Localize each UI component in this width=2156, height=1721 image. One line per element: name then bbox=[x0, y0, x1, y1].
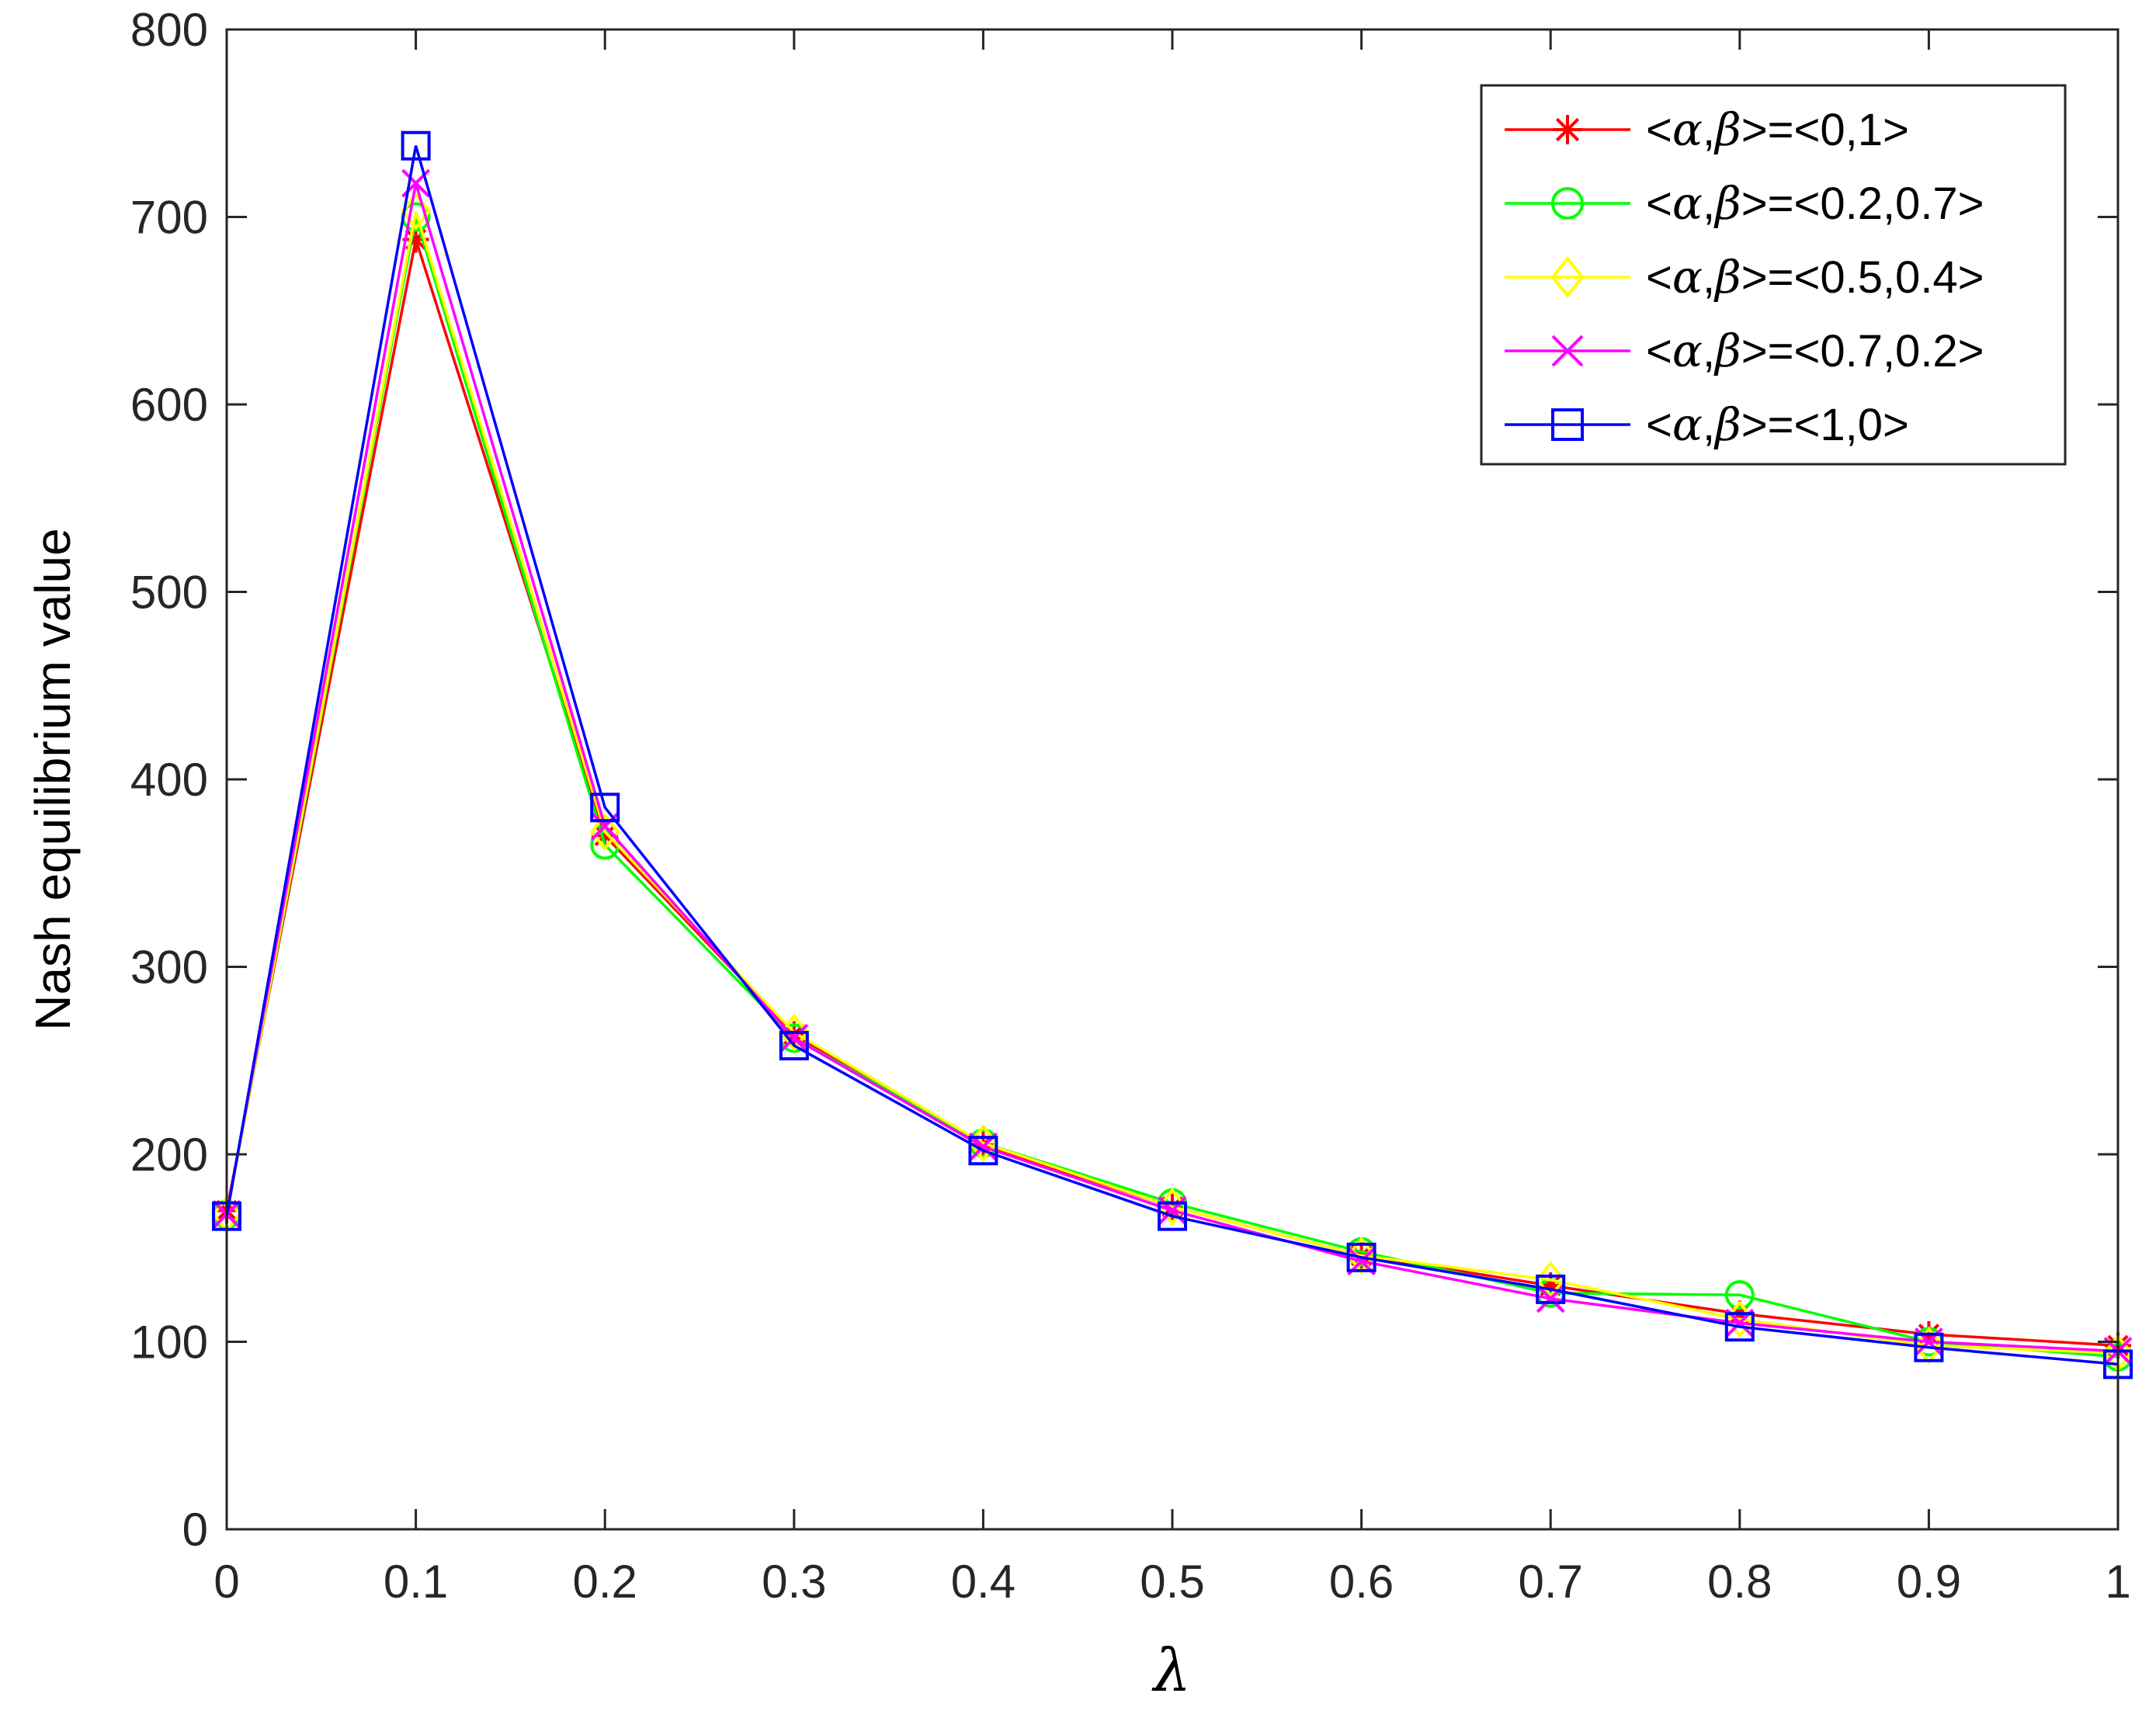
data-point-square bbox=[401, 130, 431, 161]
legend-label: <α,β>=<0.5,0.4> bbox=[1646, 251, 1984, 304]
y-tick-label: 300 bbox=[130, 942, 208, 994]
legend-label: <α,β>=<0,1> bbox=[1646, 103, 1909, 156]
data-point-square bbox=[590, 793, 620, 823]
legend-label: <α,β>=<1,0> bbox=[1646, 398, 1909, 451]
data-point-x bbox=[779, 1023, 809, 1053]
data-point-asterisk bbox=[592, 822, 619, 849]
x-tick-label: 0.5 bbox=[1140, 1556, 1204, 1608]
data-point-square bbox=[1914, 1332, 1944, 1362]
legend-label-part: >=<0.2,0.7> bbox=[1741, 179, 1984, 229]
y-axis-title: Nash equilibrium value bbox=[25, 528, 81, 1030]
series-layer bbox=[211, 130, 2133, 1379]
legend-label-part: β bbox=[1713, 324, 1741, 377]
legend-label-part: α bbox=[1672, 103, 1703, 156]
data-point-square bbox=[1551, 408, 1584, 441]
legend: <α,β>=<0,1><α,β>=<0.2,0.7><α,β>=<0.5,0.4… bbox=[1480, 84, 2067, 466]
legend-label-part: , bbox=[1703, 105, 1715, 155]
data-point-square bbox=[1158, 1201, 1187, 1231]
legend-label-part: < bbox=[1646, 326, 1672, 376]
legend-label-part: β bbox=[1713, 103, 1741, 156]
data-point-diamond bbox=[1535, 1261, 1566, 1299]
legend-label-part: α bbox=[1672, 251, 1703, 304]
legend-entry: <α,β>=<0,1> bbox=[1505, 103, 1909, 156]
data-point-asterisk bbox=[1553, 115, 1582, 144]
x-tick-label: 1 bbox=[2105, 1556, 2130, 1608]
legend-entry: <α,β>=<0.5,0.4> bbox=[1505, 251, 1984, 304]
data-point-diamond bbox=[589, 813, 620, 852]
legend-label-part: >=<0.5,0.4> bbox=[1741, 252, 1984, 303]
y-tick-label: 800 bbox=[130, 4, 208, 56]
x-tick-label: 0.7 bbox=[1518, 1556, 1582, 1608]
data-point-diamond bbox=[401, 192, 432, 231]
data-point-square bbox=[1346, 1242, 1377, 1272]
y-tick-label: 700 bbox=[130, 192, 208, 244]
legend-label-part: , bbox=[1703, 400, 1715, 450]
legend-label-part: >=<0.7,0.2> bbox=[1741, 326, 1984, 376]
legend-label-part: < bbox=[1646, 252, 1672, 303]
x-tick-label: 0.9 bbox=[1897, 1556, 1961, 1608]
legend-label-part: , bbox=[1703, 326, 1715, 376]
data-point-square bbox=[968, 1136, 998, 1166]
data-point-square bbox=[1724, 1312, 1755, 1342]
y-tick-label: 600 bbox=[130, 379, 208, 431]
data-point-circle bbox=[1724, 1280, 1755, 1310]
legend-label-part: α bbox=[1672, 398, 1703, 451]
x-tick-label: 0.3 bbox=[762, 1556, 826, 1608]
legend-entry: <α,β>=<1,0> bbox=[1505, 398, 1909, 451]
y-tick-label: 500 bbox=[130, 567, 208, 619]
legend-label-part: α bbox=[1672, 177, 1703, 230]
x-axis-title: λ bbox=[1151, 1636, 1191, 1705]
legend-label: <α,β>=<0.7,0.2> bbox=[1646, 324, 1984, 377]
x-tick-label: 0.8 bbox=[1707, 1556, 1772, 1608]
y-tick-label: 200 bbox=[130, 1129, 208, 1181]
legend-label-part: α bbox=[1672, 324, 1703, 377]
y-tick-label: 400 bbox=[130, 754, 208, 806]
data-point-x bbox=[1551, 335, 1584, 367]
y-tick-label: 100 bbox=[130, 1317, 208, 1369]
legend-entry: <α,β>=<0.7,0.2> bbox=[1505, 324, 1984, 377]
data-point-asterisk bbox=[402, 226, 429, 253]
legend-entry: <α,β>=<0.2,0.7> bbox=[1505, 177, 1984, 230]
legend-label-part: , bbox=[1703, 179, 1715, 229]
legend-label-part: , bbox=[1703, 252, 1715, 303]
series-5 bbox=[212, 130, 2133, 1379]
x-tick-label: 0.4 bbox=[951, 1556, 1016, 1608]
ticks-layer: 0 0.1 0.2 0.3 0.4 0.5 0.6 0.7 0.8 0.9 1 0 100 200 300 4… bbox=[130, 4, 2131, 1608]
legend-label-part: β bbox=[1713, 251, 1741, 304]
legend-label-part: >=<0,1> bbox=[1741, 105, 1909, 155]
data-point-circle bbox=[1551, 187, 1584, 220]
legend-label-part: < bbox=[1646, 400, 1672, 450]
data-point-square bbox=[1536, 1274, 1566, 1304]
legend-label-part: < bbox=[1646, 105, 1672, 155]
data-point-diamond bbox=[1550, 256, 1585, 298]
legend-label-part: β bbox=[1713, 177, 1741, 230]
y-tick-label: 0 bbox=[182, 1504, 208, 1556]
series-line bbox=[225, 145, 2119, 1366]
legend-label: <α,β>=<0.2,0.7> bbox=[1646, 177, 1984, 230]
data-point-asterisk bbox=[780, 1021, 807, 1048]
legend-label-part: β bbox=[1713, 398, 1741, 451]
data-point-square bbox=[779, 1030, 809, 1060]
data-point-asterisk bbox=[1537, 1272, 1564, 1299]
x-tick-label: 0.6 bbox=[1329, 1556, 1394, 1608]
x-tick-label: 0.2 bbox=[572, 1556, 637, 1608]
legend-label-part: < bbox=[1646, 179, 1672, 229]
legend-label-part: >=<1,0> bbox=[1741, 400, 1909, 450]
x-tick-label: 0 bbox=[214, 1556, 239, 1608]
x-tick-label: 0.1 bbox=[384, 1556, 448, 1608]
